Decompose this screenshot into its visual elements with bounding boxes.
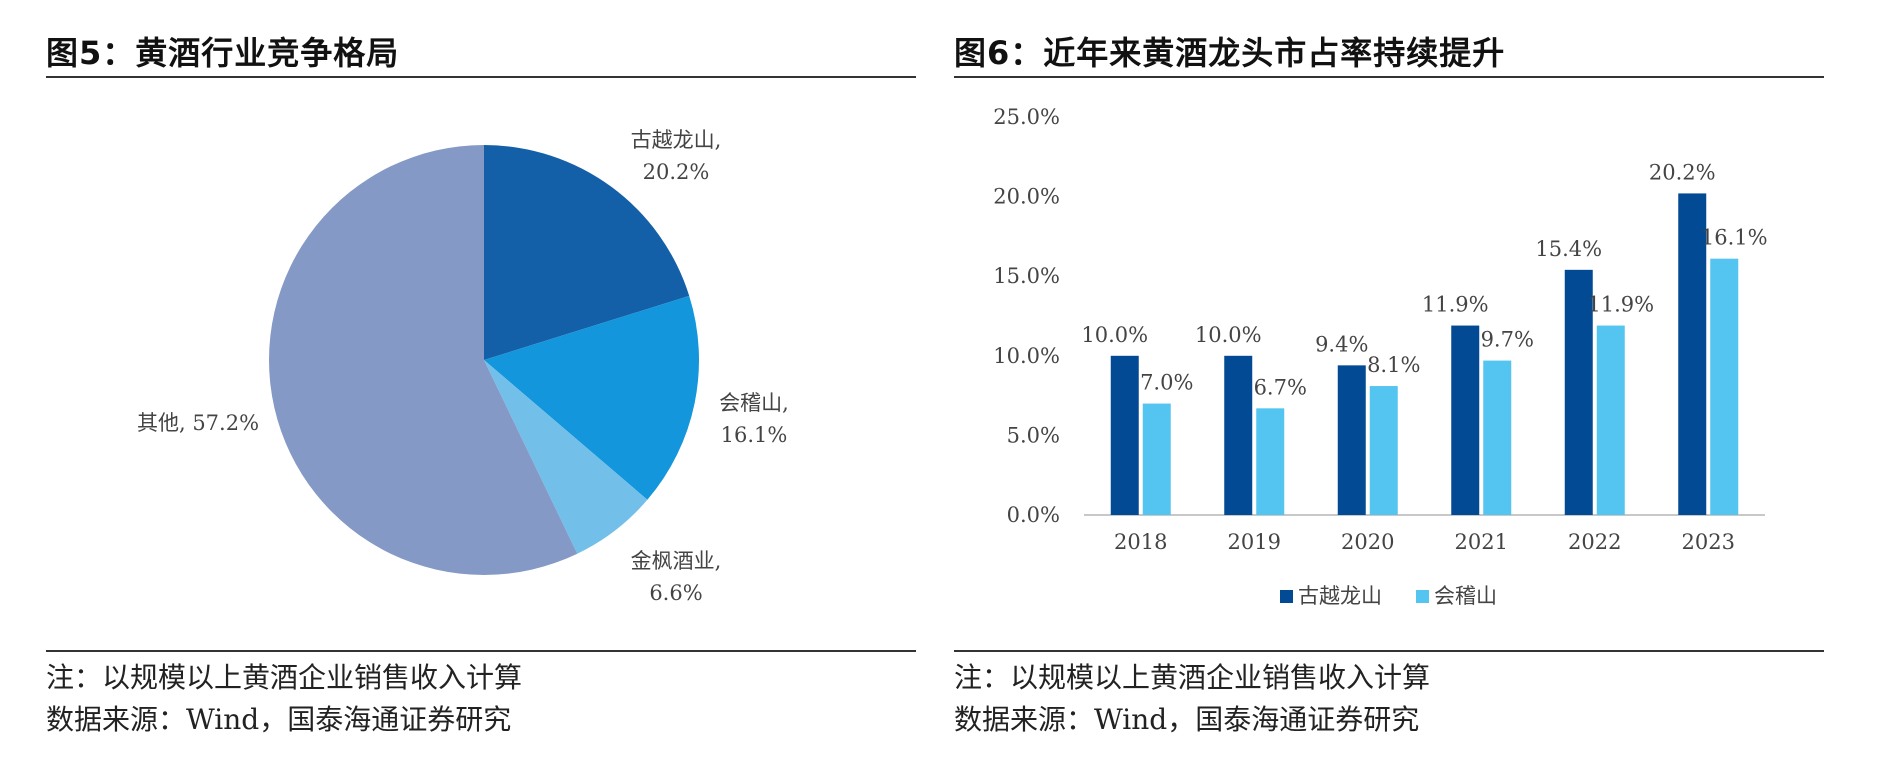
bar-series-2 (1369, 386, 1398, 515)
figure-5-source: 数据来源：Wind，国泰海通证券研究 (46, 703, 512, 736)
pie-slice-4 (269, 145, 578, 575)
x-tick-label: 2019 (1228, 530, 1281, 554)
y-tick-label: 25.0% (993, 105, 1060, 129)
pie-slice-3 (484, 360, 648, 554)
bar-data-label: 10.0% (1081, 323, 1148, 347)
figure-6-note: 注：以规模以上黄酒企业销售收入计算 (954, 661, 1431, 694)
pie-label-3: 金枫酒业, (631, 549, 722, 573)
figure-5-top-rule (46, 76, 916, 78)
y-tick-label: 20.0% (993, 185, 1060, 209)
figure-6-bottom-rule (954, 650, 1824, 652)
pie-value-label-1: 20.2% (643, 160, 710, 184)
bar-chart: 0.0%5.0%10.0%15.0%20.0%25.0%10.0%7.0%201… (993, 105, 1768, 608)
pie-value-label-3: 6.6% (649, 581, 702, 605)
figure-6-source: 数据来源：Wind，国泰海通证券研究 (954, 703, 1420, 736)
bar-data-label: 10.0% (1195, 323, 1262, 347)
y-tick-label: 15.0% (993, 264, 1060, 288)
y-tick-label: 5.0% (1007, 423, 1060, 447)
bar-series-1 (1451, 325, 1480, 515)
pie-label-1: 古越龙山, (631, 128, 722, 152)
figure-5-note: 注：以规模以上黄酒企业销售收入计算 (46, 661, 523, 694)
x-tick-label: 2023 (1682, 530, 1735, 554)
bar-series-1 (1110, 355, 1139, 515)
legend-swatch-1 (1280, 590, 1293, 603)
bar-series-1 (1564, 269, 1593, 515)
pie-label-2: 会稽山, (719, 391, 789, 415)
pie-slice-1 (484, 145, 690, 360)
legend-label-1: 古越龙山 (1298, 584, 1382, 608)
bar-data-label: 9.4% (1315, 332, 1368, 356)
figure-5-panel: 图5：黄酒行业竞争格局 古越龙山, 20.2% 会稽山, 16.1% 金枫酒业, 6.6%… (46, 0, 916, 783)
figure-6-panel: 图6：近年来黄酒龙头市占率持续提升 0.0% 5.0% 10.0% 15.0% 20.0… (954, 0, 1824, 783)
pie-chart: 古越龙山, 20.2% 会稽山, 16.1% 金枫酒业, 6.6% 其他, 57.2% (137, 128, 789, 605)
bar-series-2 (1710, 258, 1739, 515)
bar-data-label: 6.7% (1254, 375, 1307, 399)
pie-label-4: 其他, 57.2% (137, 411, 259, 435)
bar-data-label: 8.1% (1367, 353, 1420, 377)
bar-series-2 (1142, 403, 1171, 515)
x-tick-label: 2021 (1455, 530, 1508, 554)
legend-swatch-2 (1416, 590, 1429, 603)
bar-data-label: 9.7% (1481, 328, 1534, 352)
bar-series-1 (1337, 365, 1366, 515)
figure-5-bottom-rule (46, 650, 916, 652)
figure-5-title: 图5：黄酒行业竞争格局 (46, 34, 400, 72)
bar-data-label: 7.0% (1140, 371, 1193, 395)
bar-series-1 (1224, 355, 1253, 515)
pie-value-label-2: 16.1% (721, 423, 788, 447)
figure-6-top-rule (954, 76, 1824, 78)
x-tick-label: 2022 (1568, 530, 1621, 554)
pie-slice-2 (484, 295, 699, 500)
bar-data-label: 16.1% (1701, 226, 1768, 250)
x-tick-label: 2018 (1114, 530, 1167, 554)
bar-series-1 (1678, 193, 1707, 515)
y-tick-label: 0.0% (1007, 503, 1060, 527)
y-tick-label: 10.0% (993, 344, 1060, 368)
bar-data-label: 11.9% (1587, 293, 1654, 317)
bar-data-label: 20.2% (1649, 160, 1716, 184)
bar-series-2 (1483, 360, 1512, 515)
bar-series-2 (1256, 408, 1285, 515)
bar-data-label: 11.9% (1422, 293, 1489, 317)
x-tick-label: 2020 (1341, 530, 1394, 554)
bar-data-label: 15.4% (1535, 237, 1602, 261)
bar-series-2 (1596, 325, 1625, 515)
legend-label-2: 会稽山 (1434, 584, 1497, 608)
figure-6-title: 图6：近年来黄酒龙头市占率持续提升 (954, 34, 1506, 72)
